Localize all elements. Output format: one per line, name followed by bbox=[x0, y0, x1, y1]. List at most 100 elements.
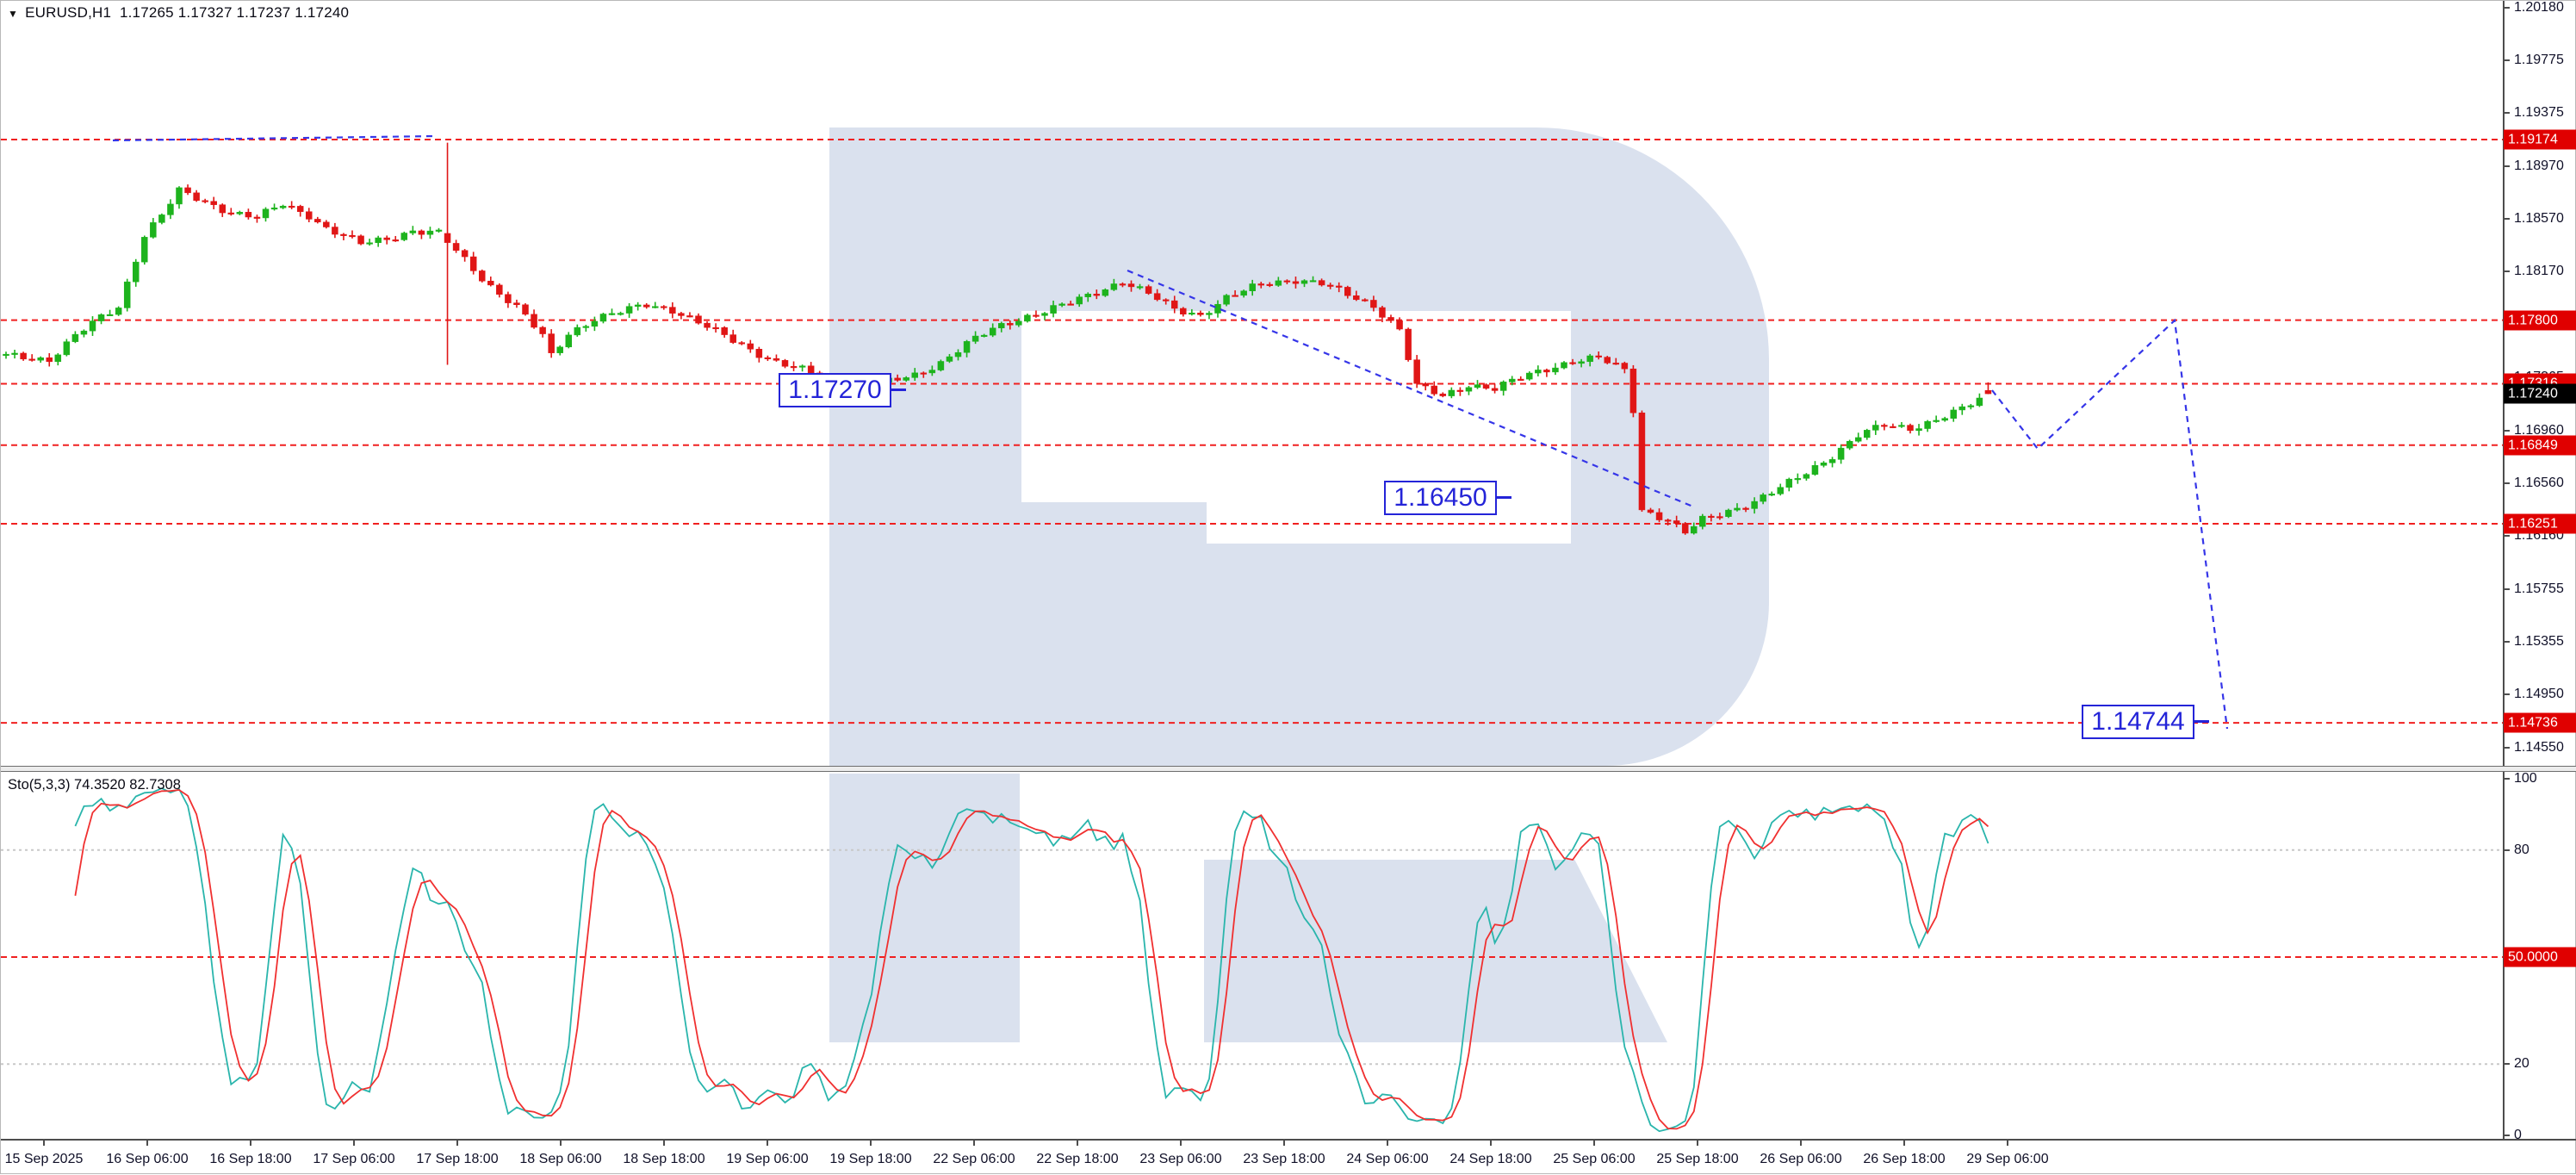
price-axis-tick-label: 1.20180 bbox=[2514, 0, 2564, 15]
price-axis-tick bbox=[2505, 112, 2510, 115]
annotation-dash bbox=[2194, 720, 2209, 724]
price-axis-tick-label: 1.15755 bbox=[2514, 581, 2564, 596]
time-axis-tick bbox=[1697, 1141, 1698, 1146]
time-axis-label[interactable]: 16 Sep 06:00 bbox=[106, 1152, 189, 1166]
price-axis-tick-label: 1.18970 bbox=[2514, 159, 2564, 174]
price-axis-tick bbox=[2505, 534, 2510, 537]
trendline-projection-zigzag[interactable] bbox=[1991, 318, 2229, 730]
time-axis-tick bbox=[1490, 1141, 1492, 1146]
time-axis-label[interactable]: 26 Sep 18:00 bbox=[1863, 1152, 1946, 1166]
price-axis-tick bbox=[2505, 640, 2510, 643]
time-axis-tick bbox=[43, 1141, 45, 1146]
time-axis-tick bbox=[146, 1141, 148, 1146]
time-axis-tick bbox=[1180, 1141, 1182, 1146]
annotation-dash bbox=[891, 389, 906, 391]
stoch-axis-tick-label: 20 bbox=[2514, 1056, 2529, 1072]
symbol-quote-line: ▼ EURUSD,H1 1.17265 1.17327 1.17237 1.172… bbox=[8, 4, 349, 22]
price-axis-tick-label: 1.16560 bbox=[2514, 475, 2564, 490]
price-badge-1.14736: 1.14736 bbox=[2504, 712, 2576, 733]
symbol-label: EURUSD,H1 bbox=[25, 4, 112, 21]
trendline-upper-horizontal[interactable] bbox=[112, 134, 438, 142]
watermark-bowl-hole bbox=[1021, 311, 1571, 502]
annotation-1-17270[interactable]: 1.17270 bbox=[779, 372, 891, 407]
price-axis-tick-label: 1.14950 bbox=[2514, 687, 2564, 702]
stoch-main-line bbox=[74, 787, 1989, 1133]
time-axis-tick bbox=[973, 1141, 975, 1146]
time-axis-tick bbox=[1800, 1141, 1802, 1146]
indicator-label: Sto(5,3,3) 74.3520 82.7308 bbox=[8, 777, 181, 793]
price-axis-border[interactable] bbox=[2503, 1, 2505, 1140]
price-axis-tick bbox=[2505, 429, 2510, 432]
price-axis-tick-label: 1.18170 bbox=[2514, 264, 2564, 279]
time-axis-label[interactable]: 16 Sep 18:00 bbox=[209, 1152, 292, 1166]
price-axis-tick-label: 1.19375 bbox=[2514, 105, 2564, 121]
time-axis-tick bbox=[2007, 1141, 2008, 1146]
stoch-axis-tick bbox=[2505, 1135, 2510, 1136]
stoch-axis-tick-label: 100 bbox=[2514, 771, 2537, 786]
time-axis-label[interactable]: 24 Sep 06:00 bbox=[1346, 1152, 1429, 1166]
time-axis-tick bbox=[1077, 1141, 1078, 1146]
time-axis-label[interactable]: 24 Sep 18:00 bbox=[1449, 1152, 1532, 1166]
stoch-axis-tick-label: 80 bbox=[2514, 842, 2529, 857]
price-axis-tick bbox=[2505, 588, 2510, 590]
time-axis-label[interactable]: 22 Sep 18:00 bbox=[1036, 1152, 1119, 1166]
price-axis-tick bbox=[2505, 165, 2510, 168]
stoch-axis-tick bbox=[2505, 1063, 2510, 1066]
price-badge-1.16849: 1.16849 bbox=[2504, 435, 2576, 456]
price-axis-tick-label: 1.18570 bbox=[2514, 211, 2564, 227]
time-axis-tick bbox=[1903, 1141, 1905, 1146]
time-axis-label[interactable]: 26 Sep 06:00 bbox=[1760, 1152, 1842, 1166]
level-lines bbox=[1, 139, 2503, 724]
price-badge-1.16251: 1.16251 bbox=[2504, 513, 2576, 534]
time-axis-label[interactable]: 25 Sep 18:00 bbox=[1656, 1152, 1739, 1166]
watermark-stem bbox=[829, 127, 1020, 766]
trendlines[interactable] bbox=[112, 134, 2229, 730]
stoch-mid-badge: 50.0000 bbox=[2504, 947, 2576, 967]
time-axis-label[interactable]: 17 Sep 06:00 bbox=[313, 1152, 395, 1166]
price-axis-tick-label: 1.14550 bbox=[2514, 739, 2564, 755]
annotation-1-14744[interactable]: 1.14744 bbox=[2082, 704, 2194, 739]
time-axis-tick bbox=[1283, 1141, 1285, 1146]
time-axis-tick bbox=[353, 1141, 355, 1146]
price-axis-tick-label: 1.16960 bbox=[2514, 422, 2564, 438]
pane-separator[interactable] bbox=[1, 766, 2576, 772]
time-axis-label[interactable]: 25 Sep 06:00 bbox=[1553, 1152, 1636, 1166]
time-axis-label[interactable]: 19 Sep 06:00 bbox=[726, 1152, 809, 1166]
time-axis-label[interactable]: 23 Sep 06:00 bbox=[1139, 1152, 1222, 1166]
time-axis-tick bbox=[250, 1141, 251, 1146]
time-axis-tick bbox=[663, 1141, 665, 1146]
symbol-dropdown-icon[interactable]: ▼ bbox=[8, 8, 19, 20]
time-axis-tick bbox=[1387, 1141, 1388, 1146]
price-badge-1.19174: 1.19174 bbox=[2504, 129, 2576, 150]
price-axis-tick bbox=[2505, 482, 2510, 484]
time-axis-label[interactable]: 15 Sep 2025 bbox=[4, 1152, 84, 1166]
time-axis-label[interactable]: 18 Sep 06:00 bbox=[519, 1152, 602, 1166]
time-axis-label[interactable]: 17 Sep 18:00 bbox=[416, 1152, 499, 1166]
trendline-descending[interactable] bbox=[1127, 269, 1696, 509]
time-axis-border[interactable] bbox=[1, 1139, 2576, 1141]
stoch-axis-tick-label: 0 bbox=[2514, 1128, 2522, 1142]
time-axis-label[interactable]: 19 Sep 18:00 bbox=[829, 1152, 912, 1166]
time-axis-label[interactable]: 23 Sep 18:00 bbox=[1243, 1152, 1325, 1166]
candles bbox=[3, 142, 1992, 535]
annotation-1-16450[interactable]: 1.16450 bbox=[1384, 480, 1497, 515]
price-axis-tick-label: 1.19775 bbox=[2514, 53, 2564, 68]
time-axis-label[interactable]: 18 Sep 18:00 bbox=[623, 1152, 705, 1166]
price-badge-1.17240: 1.17240 bbox=[2504, 383, 2576, 404]
time-axis-tick bbox=[767, 1141, 768, 1146]
time-axis-tick bbox=[560, 1141, 562, 1146]
price-axis-tick bbox=[2505, 693, 2510, 696]
stoch-level-lines bbox=[1, 849, 2503, 1066]
time-axis-label[interactable]: 29 Sep 06:00 bbox=[1966, 1152, 2049, 1166]
price-badge-1.17800: 1.17800 bbox=[2504, 310, 2576, 331]
price-axis-tick-label: 1.15355 bbox=[2514, 633, 2564, 649]
stoch-signal-line bbox=[74, 789, 1989, 1130]
time-axis-label[interactable]: 22 Sep 06:00 bbox=[933, 1152, 1015, 1166]
price-axis-tick bbox=[2505, 218, 2510, 221]
quote-ohlc: 1.17265 1.17327 1.17237 1.17240 bbox=[119, 4, 350, 21]
time-axis-tick bbox=[1593, 1141, 1595, 1146]
time-axis-tick bbox=[870, 1141, 872, 1146]
stoch-axis-tick bbox=[2505, 778, 2510, 780]
